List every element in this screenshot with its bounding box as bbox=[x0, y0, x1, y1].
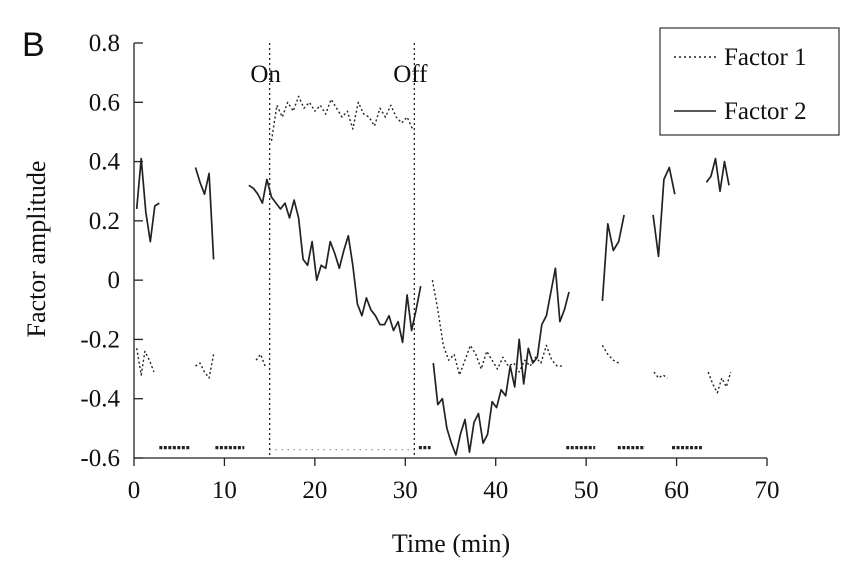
series-line-factor-1 bbox=[255, 353, 266, 367]
series-line-factor-1 bbox=[653, 371, 668, 379]
x-axis-title: Time (min) bbox=[392, 529, 510, 558]
y-tick-label: 0 bbox=[108, 267, 121, 294]
series-line-factor-1 bbox=[707, 371, 732, 394]
series-line-factor-2 bbox=[652, 166, 676, 258]
series-line-factor-2 bbox=[194, 167, 215, 260]
series-line-factor-1 bbox=[431, 279, 563, 376]
series-line-factor-2 bbox=[135, 157, 160, 243]
x-tick-label: 40 bbox=[483, 477, 508, 504]
series-line-factor-1 bbox=[270, 95, 414, 141]
y-tick-label: 0.8 bbox=[89, 30, 120, 57]
series-line-factor-2 bbox=[248, 178, 422, 344]
x-tick-label: 60 bbox=[664, 477, 689, 504]
x-tick-label: 70 bbox=[755, 477, 780, 504]
series-line-factor-2 bbox=[705, 157, 730, 193]
legend-box bbox=[659, 27, 840, 136]
y-tick-label: 0.2 bbox=[89, 208, 120, 235]
series-line-factor-1 bbox=[136, 348, 155, 376]
legend-label-factor-2: Factor 2 bbox=[724, 98, 807, 125]
series-line-factor-2 bbox=[432, 267, 570, 456]
baseline-markers bbox=[159, 446, 702, 451]
chart-axes: 0.8 0.6 0.4 0.2 0 -0.2 -0.4 -0.6 0 10 20 30 40 50 60 70 bbox=[80, 30, 779, 504]
panel-letter: B bbox=[22, 26, 45, 64]
y-tick-label: -0.6 bbox=[80, 445, 120, 472]
event-label: Off bbox=[393, 61, 428, 88]
y-tick-label: 0.6 bbox=[89, 89, 120, 116]
event-lines: On Off bbox=[250, 43, 428, 458]
x-tick-label: 20 bbox=[302, 477, 327, 504]
legend: Factor 1 Factor 2 bbox=[659, 27, 840, 136]
y-tick-label: -0.4 bbox=[80, 386, 120, 413]
y-tick-label: 0.4 bbox=[89, 149, 121, 176]
event-label: On bbox=[250, 61, 281, 88]
y-tick-label: -0.2 bbox=[80, 326, 120, 353]
legend-label-factor-1: Factor 1 bbox=[724, 44, 807, 71]
series-line-factor-2 bbox=[601, 214, 625, 301]
x-tick-label: 30 bbox=[393, 477, 418, 504]
series-line-factor-1 bbox=[601, 345, 620, 364]
x-tick-label: 10 bbox=[212, 477, 237, 504]
x-tick-label: 50 bbox=[574, 477, 599, 504]
series-layer bbox=[135, 95, 732, 456]
x-tick-label: 0 bbox=[128, 477, 141, 504]
series-line-factor-1 bbox=[195, 354, 215, 379]
y-axis-title: Factor amplitude bbox=[22, 161, 51, 338]
